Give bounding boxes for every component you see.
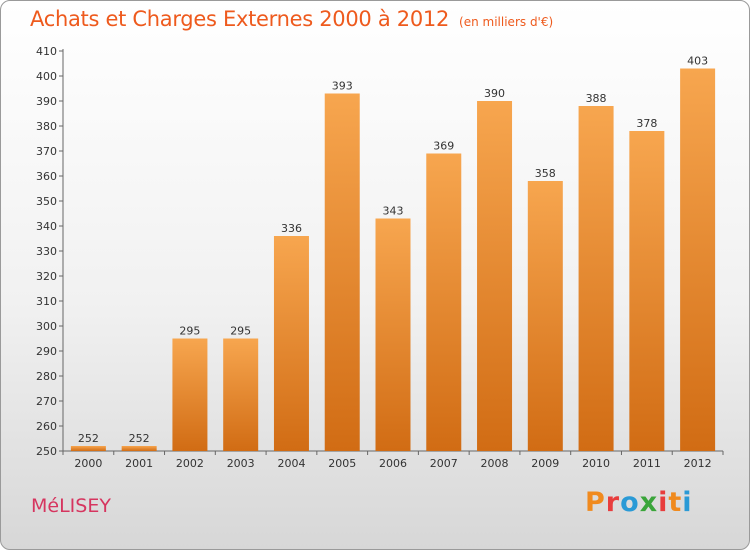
bar-2012 [680, 68, 716, 451]
data-label-2009: 358 [535, 167, 556, 180]
data-label-2010: 388 [586, 92, 607, 105]
y-tick-label: 320 [36, 270, 57, 283]
chart-title: Achats et Charges Externes 2000 à 2012 (e… [30, 7, 553, 31]
y-tick-label: 250 [36, 445, 57, 458]
proxiti-logo: Proxiti [585, 487, 693, 518]
y-tick-label: 400 [36, 70, 57, 83]
bar-2001 [121, 446, 157, 451]
logo-letter: r [605, 487, 621, 518]
data-label-2005: 393 [332, 80, 353, 93]
data-label-2011: 378 [636, 117, 657, 130]
logo-letter: i [658, 487, 669, 518]
data-labels: 252 252 295 295 336 393 343 369 390 358 388 378 403 [78, 55, 708, 446]
bar-2004 [273, 236, 309, 451]
bar-2005 [324, 93, 360, 451]
bars [70, 68, 716, 451]
logo-letter: i [682, 487, 693, 518]
unit-label: (en milliers d'€) [459, 15, 554, 29]
commune-name: MéLISEY [31, 495, 111, 517]
y-tick-label: 260 [36, 420, 57, 433]
x-tick-label: 2003 [227, 457, 255, 470]
y-tick-label: 330 [36, 245, 57, 258]
x-tick-label: 2010 [582, 457, 610, 470]
x-tick-label: 2004 [277, 457, 305, 470]
bar-2002 [172, 338, 208, 451]
y-tick-label: 350 [36, 195, 57, 208]
y-tick-label: 300 [36, 320, 57, 333]
data-label-2001: 252 [129, 432, 150, 445]
x-tick-label: 2002 [176, 457, 204, 470]
y-tick-label: 360 [36, 170, 57, 183]
bar-2011 [629, 131, 665, 451]
logo-letter: x [639, 487, 659, 518]
logo-letter: t [668, 487, 683, 518]
data-label-2012: 403 [687, 55, 708, 68]
data-label-2008: 390 [484, 87, 505, 100]
data-label-2007: 369 [433, 140, 454, 153]
x-tick-label: 2009 [531, 457, 559, 470]
y-tick-label: 380 [36, 120, 57, 133]
x-tick-label: 2005 [328, 457, 356, 470]
x-tick-label: 2006 [379, 457, 407, 470]
data-label-2003: 295 [230, 325, 251, 338]
data-label-2002: 295 [179, 325, 200, 338]
x-tick-label: 2007 [430, 457, 458, 470]
bar-2000 [70, 446, 106, 451]
bar-2006 [375, 218, 411, 451]
y-tick-label: 390 [36, 95, 57, 108]
y-tick-label: 370 [36, 145, 57, 158]
x-tick-label: 2000 [74, 457, 102, 470]
title-text: Achats et Charges Externes 2000 à 2012 [30, 7, 450, 31]
x-tick-label: 2011 [633, 457, 661, 470]
logo-letter: o [620, 487, 640, 518]
data-label-2006: 343 [383, 205, 404, 218]
logo-letter: P [585, 487, 606, 518]
x-tick-label: 2001 [125, 457, 153, 470]
axes: 250 260 270 280 290 300 310 320 330 340 350 360 370 3… [36, 45, 724, 470]
x-tick-label: 2008 [481, 457, 509, 470]
y-tick-label: 310 [36, 295, 57, 308]
x-tick-label: 2012 [684, 457, 712, 470]
y-tick-label: 290 [36, 345, 57, 358]
y-tick-label: 270 [36, 395, 57, 408]
data-label-2000: 252 [78, 432, 99, 445]
bar-2007 [426, 153, 462, 451]
bar-2009 [527, 181, 563, 451]
data-label-2004: 336 [281, 222, 302, 235]
bar-2008 [477, 101, 513, 451]
bar-2003 [223, 338, 259, 451]
y-tick-label: 340 [36, 220, 57, 233]
y-tick-label: 410 [36, 45, 57, 58]
bar-2010 [578, 106, 614, 451]
y-tick-label: 280 [36, 370, 57, 383]
